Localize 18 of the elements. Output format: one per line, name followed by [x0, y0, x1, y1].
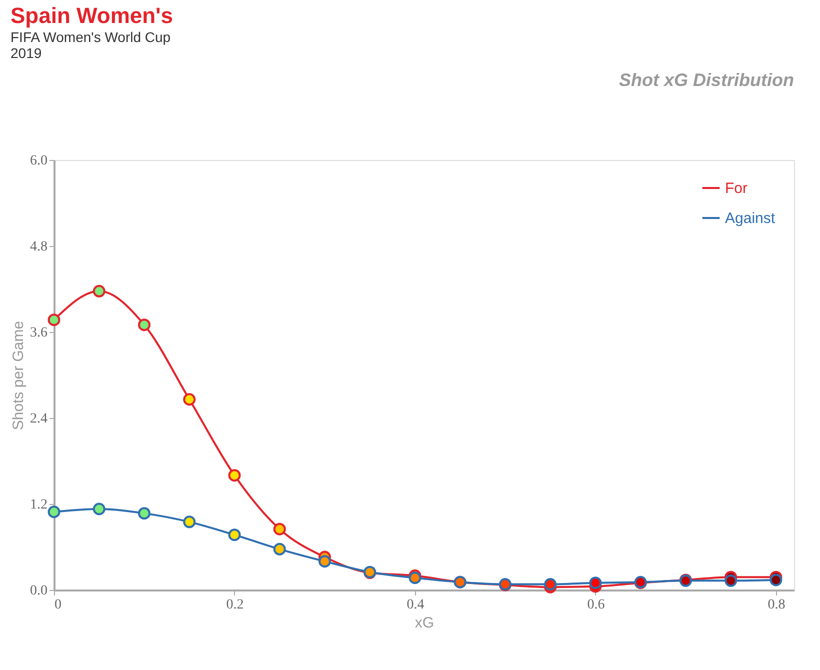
chart-title: Spain Women's — [10, 3, 174, 28]
y-tick-label: 4.8 — [30, 240, 48, 254]
x-tick-label: 0 — [54, 598, 62, 612]
x-tick-label: 0.6 — [587, 598, 605, 612]
x-tick-label: 0.4 — [406, 598, 424, 612]
x-tick-label: 0.8 — [768, 598, 786, 612]
y-tick-label: 6.0 — [30, 154, 48, 168]
y-tick-label: 3.6 — [30, 326, 48, 340]
y-axis-title: Shots per Game — [10, 320, 27, 430]
text: Shot xG Distribution — [619, 70, 794, 90]
legend-label: For — [725, 180, 748, 197]
y-tick-label: 0.0 — [30, 584, 48, 598]
y-tick-label: 2.4 — [30, 412, 48, 426]
legend-label: Against — [725, 210, 776, 227]
x-axis-title: xG — [414, 614, 434, 632]
chart-subtitle: FIFA Women's World Cup 2019 — [10, 29, 171, 61]
x-tick-label: 0.2 — [226, 598, 244, 612]
y-tick-label: 1.2 — [30, 498, 48, 512]
